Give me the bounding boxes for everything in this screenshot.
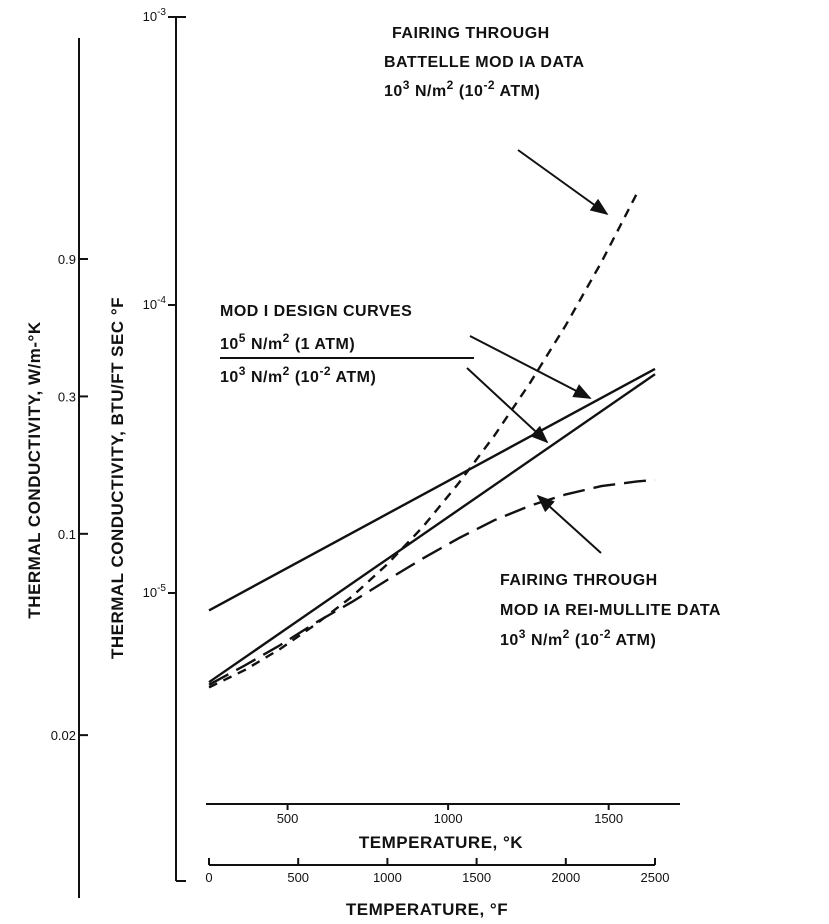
annotation-battelle-line-0: FAIRING THROUGH: [392, 25, 550, 42]
fahrenheit-tick-label: 2500: [641, 870, 670, 885]
annotation-rei-line-2: 103 N/m2 (10-2 ATM): [500, 627, 656, 649]
annotation-battelle-line-1: BATTELLE MOD IA DATA: [384, 54, 585, 71]
design-1atm-leader-arrow: [469, 335, 592, 399]
inner-y-tick-label: 10-3: [143, 7, 167, 24]
battelle-leader-arrow: [517, 149, 609, 216]
annotation-design: MOD I DESIGN CURVES 105 N/m2 (1 ATM) 103 N…: [220, 303, 474, 386]
design-001atm-leader-arrow: [466, 367, 549, 444]
fahrenheit-tick-label: 1500: [462, 870, 491, 885]
annotation-rei-line-1: MOD IA REI-MULLITE DATA: [500, 602, 721, 619]
annotations: FAIRING THROUGH BATTELLE MOD IA DATA 103 N…: [220, 25, 721, 649]
kelvin-tick-label: 1500: [594, 811, 623, 826]
outer-y-tick-label: 0.3: [58, 389, 76, 404]
kelvin-tick-label: 1000: [434, 811, 463, 826]
series-line-solid-1: [208, 373, 656, 684]
fahrenheit-tick-label: 500: [287, 870, 309, 885]
outer-y-tick-label: 0.1: [58, 527, 76, 542]
fahrenheit-tick-label: 1000: [373, 870, 402, 885]
curves: [208, 192, 656, 689]
fahrenheit-tick-label: 0: [205, 870, 212, 885]
annotation-design-line-2: 103 N/m2 (10-2 ATM): [220, 364, 376, 386]
rei-leader-arrow: [536, 494, 602, 554]
axes: 0.9 0.3 0.1 0.02 THERMAL CONDUCTIVITY, W/m-°…: [25, 7, 680, 919]
annotation-rei: FAIRING THROUGH MOD IA REI-MULLITE DATA 10…: [500, 572, 721, 649]
annotation-design-line-0: MOD I DESIGN CURVES: [220, 303, 412, 320]
annotation-design-line-1: 105 N/m2 (1 ATM): [220, 331, 355, 353]
inner-y-tick-label: 10-4: [143, 295, 167, 312]
series-line-short-dash-2: [208, 192, 639, 689]
annotation-battelle: FAIRING THROUGH BATTELLE MOD IA DATA 103 N…: [384, 25, 585, 100]
kelvin-axis-title: TEMPERATURE, °K: [359, 833, 523, 852]
annotation-rei-line-0: FAIRING THROUGH: [500, 572, 658, 589]
annotation-battelle-line-2: 103 N/m2 (10-2 ATM): [384, 78, 540, 100]
outer-y-tick-label: 0.02: [51, 728, 76, 743]
series-line-long-dash-3: [208, 478, 656, 686]
outer-y-tick-label: 0.9: [58, 252, 76, 267]
inner-y-tick-label: 10-5: [143, 583, 167, 600]
fahrenheit-axis-title: TEMPERATURE, °F: [346, 900, 508, 919]
kelvin-tick-label: 500: [277, 811, 299, 826]
inner-y-axis-title: THERMAL CONDUCTIVITY, BTU/FT SEC °F: [108, 297, 127, 659]
outer-y-axis-title: THERMAL CONDUCTIVITY, W/m-°K: [25, 321, 44, 618]
series-line-solid-0: [208, 367, 656, 612]
fahrenheit-tick-label: 2000: [551, 870, 580, 885]
